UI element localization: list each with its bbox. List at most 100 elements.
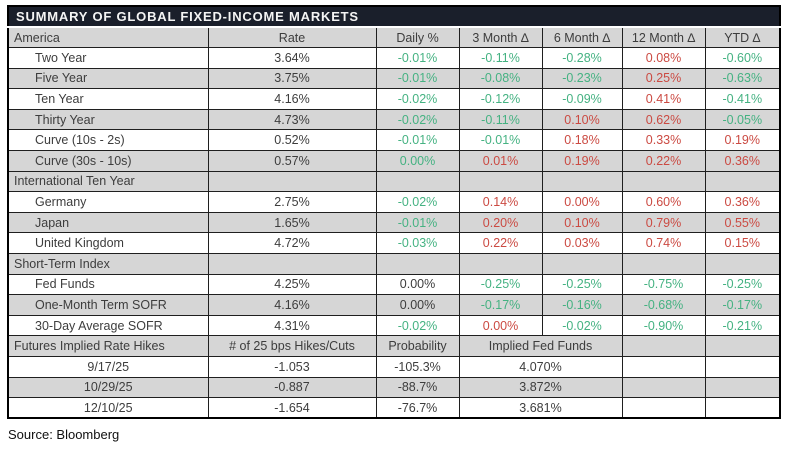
cell-3month: 0.00% — [458, 314, 543, 337]
row-label: 30-Day Average SOFR — [7, 314, 209, 337]
empty-cell — [621, 397, 706, 419]
cell-daily: -0.02% — [375, 108, 460, 131]
cell-hikes-cuts: -1.654 — [207, 397, 377, 419]
section-label: International Ten Year — [7, 170, 209, 193]
title-row: SUMMARY OF GLOBAL FIXED-INCOME MARKETS — [7, 5, 781, 28]
row-label: United Kingdom — [7, 232, 209, 255]
cell-12month: -0.90% — [621, 314, 706, 337]
cell-daily: 0.00% — [375, 294, 460, 316]
cell-ytd: -0.21% — [704, 314, 781, 337]
cell-6month: 0.00% — [541, 191, 623, 213]
table-row: United Kingdom 4.72% -0.03% 0.22% 0.03% 0.74%… — [7, 232, 781, 255]
cell-6month: -0.09% — [541, 88, 623, 110]
cell-daily: -0.01% — [375, 211, 460, 234]
cell-6month: -0.28% — [541, 47, 623, 69]
cell-12month: 0.60% — [621, 191, 706, 213]
cell-ytd: 0.36% — [704, 191, 781, 213]
empty-cell — [704, 356, 781, 378]
cell-rate: 3.75% — [207, 67, 377, 90]
cell-ytd: -0.60% — [704, 47, 781, 69]
cell-implied-fed-funds: 3.681% — [458, 397, 623, 419]
cell-ytd: 0.19% — [704, 129, 781, 152]
futures-row: 10/29/25 -0.887 -88.7% 3.872% — [7, 376, 781, 399]
empty-cell — [458, 170, 543, 193]
table-row: Curve (10s - 2s) 0.52% -0.01% -0.01% 0.18% 0.… — [7, 129, 781, 152]
empty-cell — [621, 356, 706, 378]
cell-ytd: -0.05% — [704, 108, 781, 131]
fixed-income-summary-table: SUMMARY OF GLOBAL FIXED-INCOME MARKETS A… — [7, 5, 782, 420]
table-title: SUMMARY OF GLOBAL FIXED-INCOME MARKETS — [7, 5, 781, 28]
cell-rate: 3.64% — [207, 47, 377, 69]
empty-cell — [541, 170, 623, 193]
section-row: International Ten Year — [7, 170, 781, 193]
cell-implied-fed-funds: 4.070% — [458, 356, 623, 378]
cell-rate: 4.72% — [207, 232, 377, 255]
row-label: One-Month Term SOFR — [7, 294, 209, 316]
table-row: Ten Year 4.16% -0.02% -0.12% -0.09% 0.41% -0.4… — [7, 88, 781, 110]
empty-cell — [375, 170, 460, 193]
cell-daily: 0.00% — [375, 273, 460, 296]
cell-ytd: 0.36% — [704, 150, 781, 172]
cell-12month: -0.68% — [621, 294, 706, 316]
cell-daily: -0.01% — [375, 129, 460, 152]
cell-6month: -0.23% — [541, 67, 623, 90]
cell-12month: -0.75% — [621, 273, 706, 296]
cell-daily: -0.03% — [375, 232, 460, 255]
cell-6month: 0.19% — [541, 150, 623, 172]
column-header-row: America Rate Daily % 3 Month ∆ 6 Month ∆ 12 M… — [7, 26, 781, 49]
cell-daily: -0.01% — [375, 67, 460, 90]
cell-3month: -0.08% — [458, 67, 543, 90]
cell-12month: 0.25% — [621, 67, 706, 90]
cell-rate: 4.16% — [207, 88, 377, 110]
table-row: Curve (30s - 10s) 0.57% 0.00% 0.01% 0.19% 0.2… — [7, 150, 781, 172]
header-12month: 12 Month ∆ — [621, 26, 706, 49]
header-3month: 3 Month ∆ — [458, 26, 543, 49]
cell-daily: 0.00% — [375, 150, 460, 172]
cell-6month: -0.25% — [541, 273, 623, 296]
header-daily: Daily % — [375, 26, 460, 49]
header-america: America — [7, 26, 209, 49]
cell-rate: 4.73% — [207, 108, 377, 131]
futures-header-row: Futures Implied Rate Hikes # of 25 bps Hi… — [7, 335, 781, 357]
empty-cell — [621, 253, 706, 275]
row-label: Ten Year — [7, 88, 209, 110]
row-label: Thirty Year — [7, 108, 209, 131]
cell-6month: -0.16% — [541, 294, 623, 316]
cell-3month: -0.01% — [458, 129, 543, 152]
cell-probability: -76.7% — [375, 397, 460, 419]
header-6month: 6 Month ∆ — [541, 26, 623, 49]
cell-12month: 0.22% — [621, 150, 706, 172]
cell-ytd: -0.63% — [704, 67, 781, 90]
cell-rate: 4.25% — [207, 273, 377, 296]
cell-daily: -0.02% — [375, 314, 460, 337]
futures-date: 10/29/25 — [7, 376, 209, 399]
cell-daily: -0.02% — [375, 191, 460, 213]
empty-cell — [375, 253, 460, 275]
futures-date: 12/10/25 — [7, 397, 209, 419]
cell-ytd: -0.25% — [704, 273, 781, 296]
source-note: Source: Bloomberg — [8, 427, 120, 443]
cell-6month: -0.02% — [541, 314, 623, 337]
table-row: 30-Day Average SOFR 4.31% -0.02% 0.00% -0.02… — [7, 314, 781, 337]
table-row: Thirty Year 4.73% -0.02% -0.11% 0.10% 0.62% -0… — [7, 108, 781, 131]
futures-row: 12/10/25 -1.654 -76.7% 3.681% — [7, 397, 781, 419]
row-label: Five Year — [7, 67, 209, 90]
cell-ytd: 0.55% — [704, 211, 781, 234]
empty-cell — [207, 170, 377, 193]
cell-3month: 0.01% — [458, 150, 543, 172]
section-row: Short-Term Index — [7, 253, 781, 275]
cell-3month: -0.11% — [458, 108, 543, 131]
table-row: Two Year 3.64% -0.01% -0.11% -0.28% 0.08% -0.6… — [7, 47, 781, 69]
cell-hikes-cuts: -1.053 — [207, 356, 377, 378]
header-futures-implied-rate-hikes: Futures Implied Rate Hikes — [7, 335, 209, 357]
cell-3month: -0.25% — [458, 273, 543, 296]
table-row: Five Year 3.75% -0.01% -0.08% -0.23% 0.25% -0.… — [7, 67, 781, 90]
cell-daily: -0.01% — [375, 47, 460, 69]
cell-rate: 0.52% — [207, 129, 377, 152]
cell-rate: 2.75% — [207, 191, 377, 213]
cell-12month: 0.74% — [621, 232, 706, 255]
cell-12month: 0.79% — [621, 211, 706, 234]
row-label: Japan — [7, 211, 209, 234]
futures-date: 9/17/25 — [7, 356, 209, 378]
cell-daily: -0.02% — [375, 88, 460, 110]
